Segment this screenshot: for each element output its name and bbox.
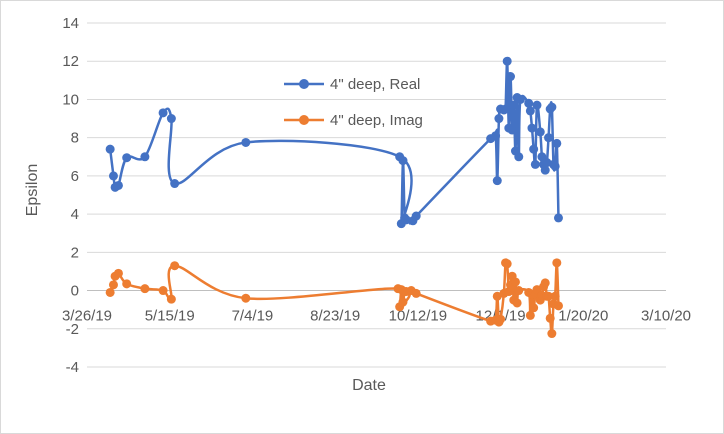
data-point (158, 286, 168, 296)
data-point (502, 56, 512, 66)
y-tick-label: 8 (71, 130, 79, 147)
data-point (140, 152, 150, 162)
data-point (113, 268, 123, 278)
data-point (509, 100, 519, 110)
legend-marker (299, 79, 309, 89)
series-imag (105, 258, 563, 339)
data-point (122, 153, 132, 163)
data-point (527, 123, 537, 133)
data-point (544, 133, 554, 143)
data-point (398, 297, 408, 307)
x-tick-label: 3/10/20 (641, 308, 691, 325)
data-point (540, 278, 550, 288)
data-point (108, 280, 118, 290)
data-point (552, 138, 562, 148)
y-tick-label: 2 (71, 244, 79, 261)
data-point (524, 98, 534, 108)
data-point (113, 180, 123, 190)
data-point (514, 286, 524, 296)
data-series (105, 56, 563, 339)
data-point (170, 179, 180, 189)
data-point (492, 176, 502, 186)
x-tick-label: 8/23/19 (310, 308, 360, 325)
data-point (158, 108, 168, 118)
data-point (514, 152, 524, 162)
data-point (170, 261, 180, 271)
x-tick-labels: 3/26/195/15/197/4/198/23/1910/12/1912/1/… (62, 308, 691, 325)
data-point (512, 298, 522, 308)
data-point (530, 159, 540, 169)
legend-label: 4" deep, Real (330, 76, 420, 93)
data-point (241, 137, 251, 147)
data-point (540, 165, 550, 175)
data-point (545, 313, 555, 323)
y-tick-label: 12 (62, 53, 79, 70)
data-point (550, 291, 560, 301)
data-point (398, 156, 408, 166)
data-point (241, 293, 251, 303)
gridlines (87, 22, 666, 368)
x-tick-label: 7/4/19 (232, 308, 274, 325)
data-point (547, 102, 557, 112)
y-tick-label: 14 (62, 15, 79, 32)
data-point (502, 259, 512, 269)
x-axis-title: Date (352, 377, 386, 394)
y-axis-title: Epsilon (24, 164, 41, 216)
data-point (553, 213, 563, 223)
data-point (496, 314, 506, 324)
data-point (544, 291, 554, 301)
data-point (105, 144, 115, 154)
data-point (105, 287, 115, 297)
x-tick-label: 3/26/19 (62, 308, 112, 325)
y-tick-label: -4 (66, 359, 79, 376)
data-point (122, 279, 132, 289)
y-tick-label: 10 (62, 91, 79, 108)
data-point (507, 125, 517, 135)
data-point (515, 94, 525, 104)
data-point (532, 100, 542, 110)
y-tick-label: -2 (66, 321, 79, 338)
y-tick-label: 4 (71, 206, 79, 223)
legend-marker (299, 115, 309, 125)
data-point (535, 127, 545, 137)
data-point (510, 277, 520, 287)
data-point (401, 215, 411, 225)
x-tick-label: 1/20/20 (558, 308, 608, 325)
data-point (491, 131, 501, 141)
data-point (529, 144, 539, 154)
y-tick-label: 6 (71, 168, 79, 185)
series-real (105, 56, 563, 229)
y-tick-labels: 14 12 10 8 6 4 2 0 -2 -4 (62, 15, 79, 376)
data-point (166, 114, 176, 124)
y-tick-label: 0 (71, 283, 79, 300)
data-point (505, 72, 515, 82)
legend: 4" deep, Real 4" deep, Imag (284, 76, 423, 129)
data-point (140, 284, 150, 294)
data-point (525, 310, 535, 320)
data-point (411, 211, 421, 221)
data-point (547, 329, 557, 339)
data-point (166, 294, 176, 304)
data-point (501, 104, 511, 114)
data-point (552, 258, 562, 268)
data-point (108, 171, 118, 181)
data-point (529, 303, 539, 313)
data-point (494, 114, 504, 124)
data-point (553, 301, 563, 311)
data-point (550, 161, 560, 171)
data-point (411, 288, 421, 298)
x-tick-label: 10/12/19 (389, 308, 447, 325)
data-point (525, 106, 535, 116)
x-tick-label: 5/15/19 (145, 308, 195, 325)
legend-label: 4" deep, Imag (330, 112, 423, 129)
